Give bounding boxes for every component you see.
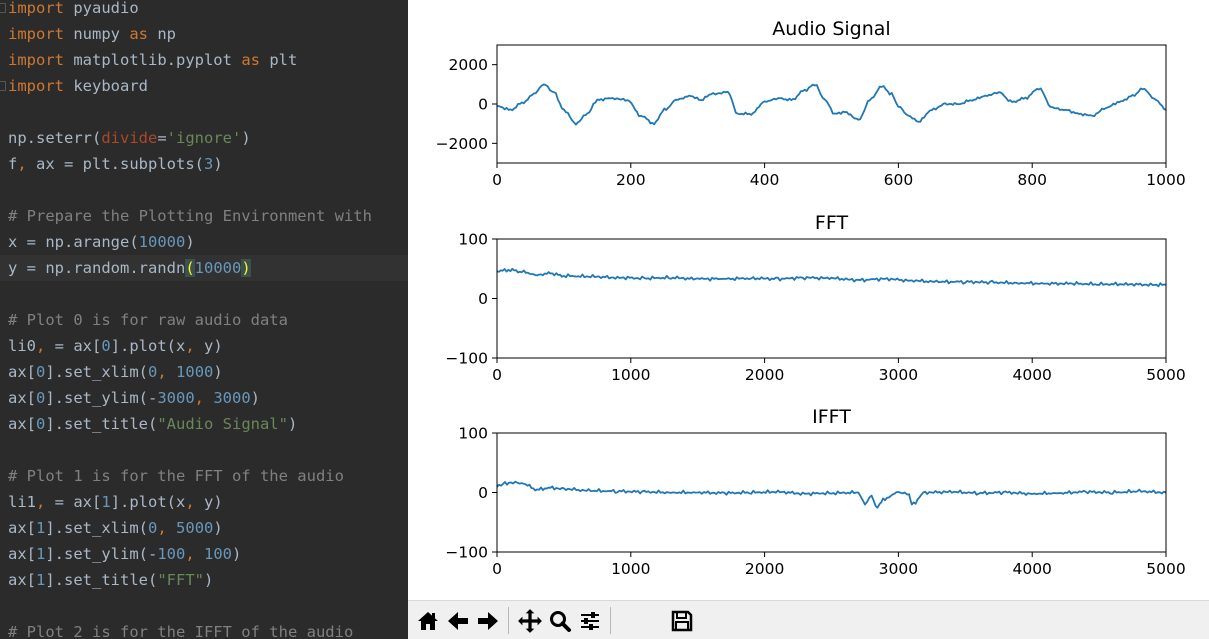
x-tick-label: 1000 xyxy=(611,560,650,578)
code-line[interactable] xyxy=(0,99,408,125)
code-line[interactable]: # Plot 0 is for raw audio data xyxy=(8,311,288,329)
code-line[interactable]: y = np.random.randn(10000) xyxy=(0,255,408,281)
configure-subplots-icon[interactable] xyxy=(576,605,604,636)
x-tick-label: 2000 xyxy=(745,560,784,578)
code-line[interactable]: import matplotlib.pyplot as plt xyxy=(8,51,298,69)
code-line[interactable]: ax[1].set_ylim(-100, 100) xyxy=(8,545,242,563)
zoom-icon[interactable] xyxy=(546,605,574,636)
x-tick-label: 5000 xyxy=(1146,560,1185,578)
figure-window: Audio Signal 0 200 400 600 800 1000 2000 0 −2000 F… xyxy=(408,0,1209,639)
data-series-line xyxy=(496,267,1167,288)
y-tick-label: 0 xyxy=(478,290,488,308)
code-line[interactable]: li1, = ax[1].plot(x, y) xyxy=(8,493,223,511)
x-tick-label: 3000 xyxy=(879,366,918,384)
forward-icon[interactable] xyxy=(474,605,502,636)
y-tick-label: 0 xyxy=(478,96,488,114)
x-tick-label: 2000 xyxy=(745,366,784,384)
pan-icon[interactable] xyxy=(516,605,544,636)
x-tick-label: 200 xyxy=(616,171,646,189)
code-line[interactable]: ax[1].set_xlim(0, 5000) xyxy=(8,519,223,537)
code-line[interactable] xyxy=(0,593,408,619)
code-line[interactable]: ax[0].set_xlim(0, 1000) xyxy=(8,363,223,381)
x-tick-label: 800 xyxy=(1017,171,1047,189)
axes-frame xyxy=(496,238,1167,359)
fold-marker-icon[interactable] xyxy=(0,81,6,91)
code-line[interactable]: ax[0].set_title("Audio Signal") xyxy=(8,415,298,433)
chart-title: Audio Signal xyxy=(772,18,890,40)
save-icon[interactable] xyxy=(668,605,696,636)
x-tick-label: 4000 xyxy=(1012,366,1051,384)
chart-title: IFFT xyxy=(812,406,851,428)
toolbar-separator xyxy=(610,607,611,634)
chart-title: FFT xyxy=(815,212,849,234)
code-line[interactable] xyxy=(0,437,408,463)
x-tick-label: 600 xyxy=(884,171,914,189)
code-line[interactable]: # Plot 1 is for the FFT of the audio xyxy=(8,467,344,485)
y-tick-label: 100 xyxy=(458,425,488,443)
x-tick-label: 1000 xyxy=(1146,171,1185,189)
code-line[interactable]: ax[1].set_title("FFT") xyxy=(8,571,214,589)
navigation-toolbar xyxy=(408,600,1209,639)
y-tick-label: 100 xyxy=(458,231,488,249)
code-line[interactable]: # Plot 2 is for the IFFT of the audio xyxy=(8,623,354,639)
home-icon[interactable] xyxy=(414,605,442,636)
code-line[interactable]: li0, = ax[0].plot(x, y) xyxy=(8,337,223,355)
code-line[interactable]: import keyboard xyxy=(8,77,148,95)
back-icon[interactable] xyxy=(444,605,472,636)
x-tick-label: 1000 xyxy=(611,366,650,384)
code-editor[interactable]: import pyaudio import numpy as np import m… xyxy=(0,0,408,639)
x-tick-label: 4000 xyxy=(1012,560,1051,578)
x-tick-label: 3000 xyxy=(879,560,918,578)
axes-frame xyxy=(496,432,1167,553)
data-series-line xyxy=(496,480,1167,509)
x-tick-label: 5000 xyxy=(1146,366,1185,384)
fold-marker-icon[interactable] xyxy=(0,3,6,13)
y-tick-label: 0 xyxy=(478,484,488,502)
code-line[interactable]: x = np.arange(10000) xyxy=(8,233,195,251)
data-series-line xyxy=(496,83,1167,126)
code-line[interactable] xyxy=(0,177,408,203)
x-tick-label: 0 xyxy=(492,366,502,384)
code-line[interactable]: import numpy as np xyxy=(8,25,176,43)
code-line[interactable]: f, ax = plt.subplots(3) xyxy=(8,155,223,173)
code-line[interactable] xyxy=(0,281,408,307)
y-tick-label: −2000 xyxy=(436,135,488,153)
y-tick-label: −100 xyxy=(445,350,488,368)
x-tick-label: 0 xyxy=(492,171,502,189)
code-line[interactable]: import pyaudio xyxy=(8,0,139,17)
axes-frame xyxy=(496,44,1167,164)
x-tick-label: 0 xyxy=(492,560,502,578)
code-line[interactable]: np.seterr(divide='ignore') xyxy=(8,129,251,147)
y-tick-label: −100 xyxy=(445,544,488,562)
x-tick-label: 400 xyxy=(750,171,780,189)
toolbar-separator xyxy=(508,607,509,634)
code-line[interactable]: ax[0].set_ylim(-3000, 3000) xyxy=(8,389,261,407)
y-tick-label: 2000 xyxy=(449,56,488,74)
code-line[interactable]: # Prepare the Plotting Environment with xyxy=(8,207,372,225)
